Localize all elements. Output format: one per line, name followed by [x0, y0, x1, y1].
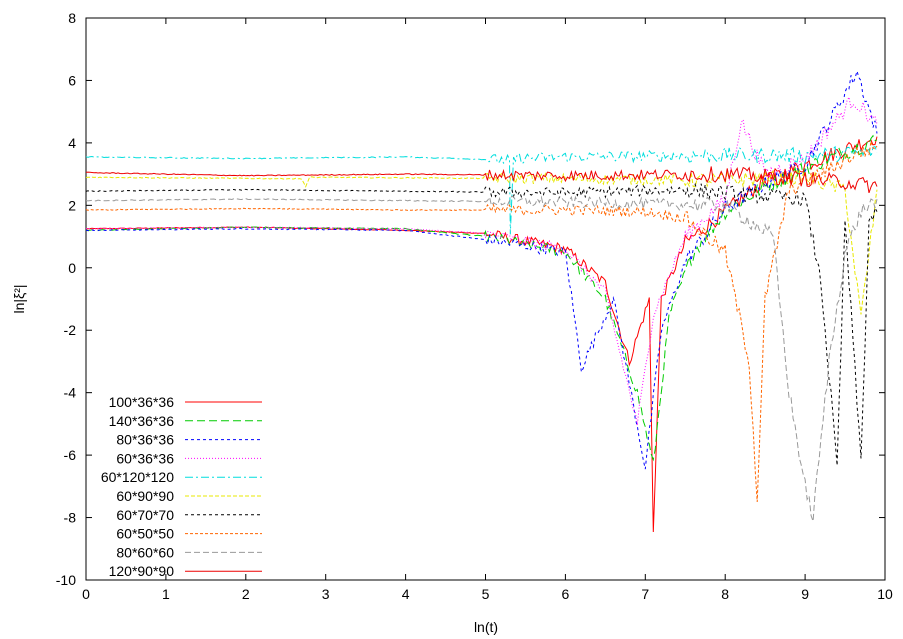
- legend-label: 60*90*90: [116, 488, 174, 504]
- series-line: [85, 145, 878, 235]
- y-tick-label: -2: [64, 322, 77, 338]
- series-line: [85, 166, 878, 194]
- y-tick-label: 4: [68, 135, 76, 151]
- series-line: [85, 182, 878, 466]
- legend-label: 60*36*36: [116, 450, 174, 466]
- x-tick-label: 6: [562, 586, 570, 602]
- x-tick-label: 1: [162, 586, 170, 602]
- legend-label: 60*120*120: [101, 469, 174, 485]
- series-line: [85, 69, 878, 470]
- x-tick-label: 8: [721, 586, 729, 602]
- legend-label: 140*36*36: [109, 413, 175, 429]
- x-tick-label: 9: [801, 586, 809, 602]
- legend-label: 120*90*90: [109, 563, 175, 579]
- legend-label: 80*60*60: [116, 544, 174, 560]
- y-tick-label: 8: [68, 10, 76, 26]
- y-tick-label: 0: [68, 260, 76, 276]
- series-line: [85, 141, 878, 503]
- y-tick-label: -8: [64, 510, 77, 526]
- x-tick-label: 7: [641, 586, 649, 602]
- x-tick-label: 4: [402, 586, 410, 602]
- y-tick-label: 6: [68, 72, 76, 88]
- x-axis-label: ln(t): [474, 619, 498, 635]
- x-tick-label: 3: [322, 586, 330, 602]
- legend-label: 80*36*36: [116, 432, 174, 448]
- y-tick-label: -10: [56, 572, 76, 588]
- y-axis-label: ln|ξ²|: [11, 284, 27, 313]
- legend: 100*36*36 140*36*36 80*36*36 60*36*36 60*120…: [101, 394, 262, 579]
- y-tick-label: 2: [68, 197, 76, 213]
- x-tick-label: 5: [482, 586, 490, 602]
- legend-label: 60*70*70: [116, 507, 174, 523]
- series-line: [85, 169, 878, 315]
- y-tick-label: -6: [64, 447, 77, 463]
- x-tick-label: 0: [82, 586, 90, 602]
- x-tick-label: 10: [877, 586, 893, 602]
- series-layer: [85, 69, 878, 533]
- x-tick-label: 2: [242, 586, 250, 602]
- y-tick-label: -4: [64, 385, 77, 401]
- legend-label: 60*50*50: [116, 526, 174, 542]
- legend-label: 100*36*36: [109, 394, 175, 410]
- tick-layer: 0 1 2 3 4 5 6 7 8 9 10 -10 -8 -6 -4 -2 0 2 4 6 8: [56, 10, 893, 602]
- series-line: [85, 95, 878, 426]
- series-line: [85, 134, 878, 462]
